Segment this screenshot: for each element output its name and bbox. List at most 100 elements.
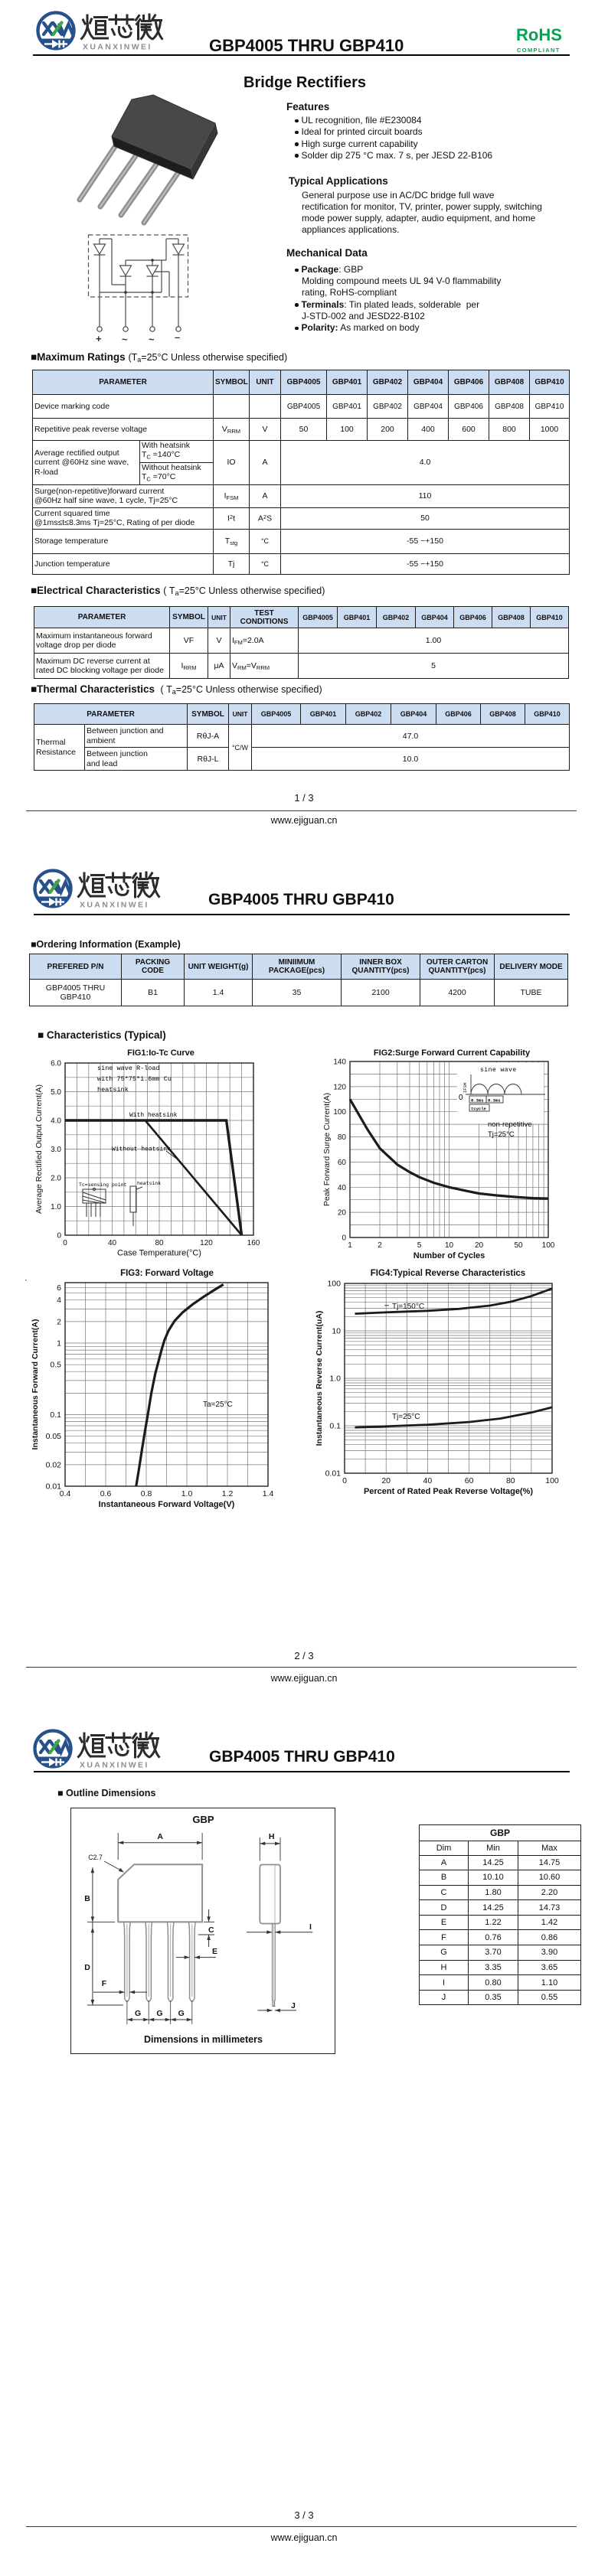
svg-text:120: 120 — [200, 1239, 213, 1247]
svg-text:E: E — [212, 1947, 217, 1956]
svg-text:20: 20 — [475, 1241, 484, 1250]
svg-text:I: I — [309, 1922, 312, 1932]
svg-text:Tc=sensing point: Tc=sensing point — [79, 1182, 127, 1188]
svg-text:H: H — [269, 1832, 275, 1841]
svg-text:8.3ms: 8.3ms — [488, 1098, 501, 1104]
svg-text:–: – — [175, 331, 180, 343]
svg-text:0.8: 0.8 — [141, 1489, 152, 1498]
svg-text:F: F — [102, 1979, 107, 1988]
svg-text:~: ~ — [122, 334, 128, 344]
svg-text:40: 40 — [108, 1239, 117, 1247]
svg-text:XUANXINWEI: XUANXINWEI — [83, 43, 152, 52]
svg-text:1.4: 1.4 — [263, 1489, 274, 1498]
svg-text:Ta=25°C: Ta=25°C — [203, 1400, 233, 1409]
svg-text:G: G — [135, 2009, 141, 2018]
svg-text:1: 1 — [348, 1241, 352, 1250]
svg-text:2.0: 2.0 — [51, 1175, 61, 1183]
svg-text:0.5: 0.5 — [50, 1361, 61, 1370]
svg-text:40: 40 — [423, 1476, 433, 1485]
svg-text:20: 20 — [381, 1476, 391, 1485]
svg-text:J: J — [291, 2001, 296, 2010]
svg-text:1.2: 1.2 — [222, 1489, 234, 1498]
svg-text:50: 50 — [514, 1241, 523, 1250]
svg-text:G: G — [156, 2009, 162, 2018]
svg-text:6.0: 6.0 — [51, 1060, 61, 1068]
svg-text:0: 0 — [63, 1239, 67, 1247]
svg-text:C2.7: C2.7 — [88, 1854, 103, 1861]
svg-text:1: 1 — [57, 1339, 61, 1348]
svg-text:0.05: 0.05 — [46, 1432, 62, 1441]
svg-text:3.0: 3.0 — [51, 1146, 61, 1154]
svg-text:Tj=150°C: Tj=150°C — [392, 1303, 424, 1311]
svg-text:non-repetitive: non-repetitive — [488, 1120, 532, 1129]
svg-text:`: ` — [25, 1280, 28, 1288]
svg-text:100: 100 — [327, 1280, 341, 1289]
svg-text:C: C — [208, 1925, 214, 1935]
svg-text:8.3ms: 8.3ms — [471, 1098, 484, 1104]
svg-text:Number of Cycles: Number of Cycles — [414, 1251, 485, 1260]
svg-text:Percent of Rated Peak Reverse: Percent of Rated Peak Reverse Voltage(%) — [364, 1487, 533, 1496]
svg-text:100: 100 — [542, 1241, 555, 1250]
svg-text:160: 160 — [247, 1239, 260, 1247]
svg-text:Case Temperature(°C): Case Temperature(°C) — [117, 1249, 201, 1258]
svg-text:0.1: 0.1 — [329, 1422, 341, 1431]
svg-text:100: 100 — [545, 1476, 559, 1485]
svg-text:0.01: 0.01 — [46, 1482, 62, 1492]
svg-text:60: 60 — [465, 1476, 474, 1485]
svg-text:heatsink: heatsink — [137, 1181, 161, 1186]
svg-text:B: B — [84, 1894, 90, 1903]
svg-text:Instantaneous Forward Voltage(: Instantaneous Forward Voltage(V) — [99, 1500, 235, 1509]
svg-text:Instantaneous Reverse Current(: Instantaneous Reverse Current(uA) — [315, 1311, 324, 1446]
svg-text:+: + — [96, 333, 102, 344]
svg-text:2: 2 — [57, 1317, 61, 1326]
svg-text:G: G — [178, 2009, 185, 2018]
svg-text:20: 20 — [338, 1209, 347, 1218]
svg-text:0.02: 0.02 — [46, 1460, 62, 1469]
svg-text:Average Rectified Output Curre: Average Rectified Output Current(A) — [34, 1084, 44, 1214]
svg-text:5: 5 — [417, 1241, 422, 1250]
svg-text:heatsink: heatsink — [97, 1086, 129, 1094]
svg-text:120: 120 — [333, 1083, 346, 1091]
svg-text:4: 4 — [57, 1296, 61, 1305]
svg-text:80: 80 — [506, 1476, 515, 1485]
svg-text:Instantaneous Forward Current(: Instantaneous Forward Current(A) — [31, 1319, 40, 1450]
svg-text:IFSM: IFSM — [463, 1083, 468, 1093]
svg-text:0.1: 0.1 — [50, 1410, 61, 1420]
svg-text:Without heatsink: Without heatsink — [112, 1146, 171, 1153]
svg-text:0.01: 0.01 — [325, 1469, 342, 1479]
svg-text:Tj=25°C: Tj=25°C — [488, 1130, 515, 1139]
svg-text:With heatsink: With heatsink — [129, 1112, 178, 1119]
svg-text:tcycle: tcycle — [471, 1107, 487, 1112]
svg-text:with 75*75*1.6mm Cu: with 75*75*1.6mm Cu — [97, 1075, 172, 1083]
svg-text:~: ~ — [149, 334, 155, 344]
svg-text:5.0: 5.0 — [51, 1088, 61, 1097]
svg-text:sine wave R-load: sine wave R-load — [97, 1065, 160, 1072]
svg-text:0: 0 — [459, 1094, 463, 1102]
svg-text:sine wave: sine wave — [480, 1067, 517, 1074]
svg-text:1.0: 1.0 — [181, 1489, 193, 1498]
svg-text:0: 0 — [342, 1476, 347, 1485]
svg-text:2: 2 — [378, 1241, 382, 1250]
svg-text:A: A — [157, 1832, 163, 1841]
svg-text:0.4: 0.4 — [60, 1489, 71, 1498]
svg-text:1.0: 1.0 — [329, 1374, 341, 1384]
svg-text:140: 140 — [333, 1058, 346, 1067]
svg-text:10: 10 — [332, 1327, 341, 1336]
svg-text:4.0: 4.0 — [51, 1117, 61, 1126]
svg-text:Tj=25°C: Tj=25°C — [392, 1413, 420, 1421]
svg-text:80: 80 — [338, 1133, 347, 1142]
svg-text:1.0: 1.0 — [51, 1203, 61, 1211]
svg-text:Peak Forward Surge Current(A): Peak Forward Surge Current(A) — [322, 1093, 332, 1206]
svg-text:D: D — [84, 1963, 90, 1972]
svg-text:0.6: 0.6 — [100, 1489, 112, 1498]
svg-text:0: 0 — [57, 1232, 61, 1241]
svg-text:0: 0 — [342, 1234, 346, 1243]
svg-text:40: 40 — [338, 1184, 347, 1192]
svg-text:100: 100 — [333, 1108, 346, 1117]
svg-text:80: 80 — [155, 1239, 164, 1247]
svg-text:XUANXINWEI: XUANXINWEI — [80, 901, 149, 910]
svg-text:60: 60 — [338, 1159, 347, 1167]
svg-text:10: 10 — [445, 1241, 454, 1250]
svg-text:XUANXINWEI: XUANXINWEI — [80, 1761, 149, 1770]
svg-text:6: 6 — [57, 1283, 61, 1293]
